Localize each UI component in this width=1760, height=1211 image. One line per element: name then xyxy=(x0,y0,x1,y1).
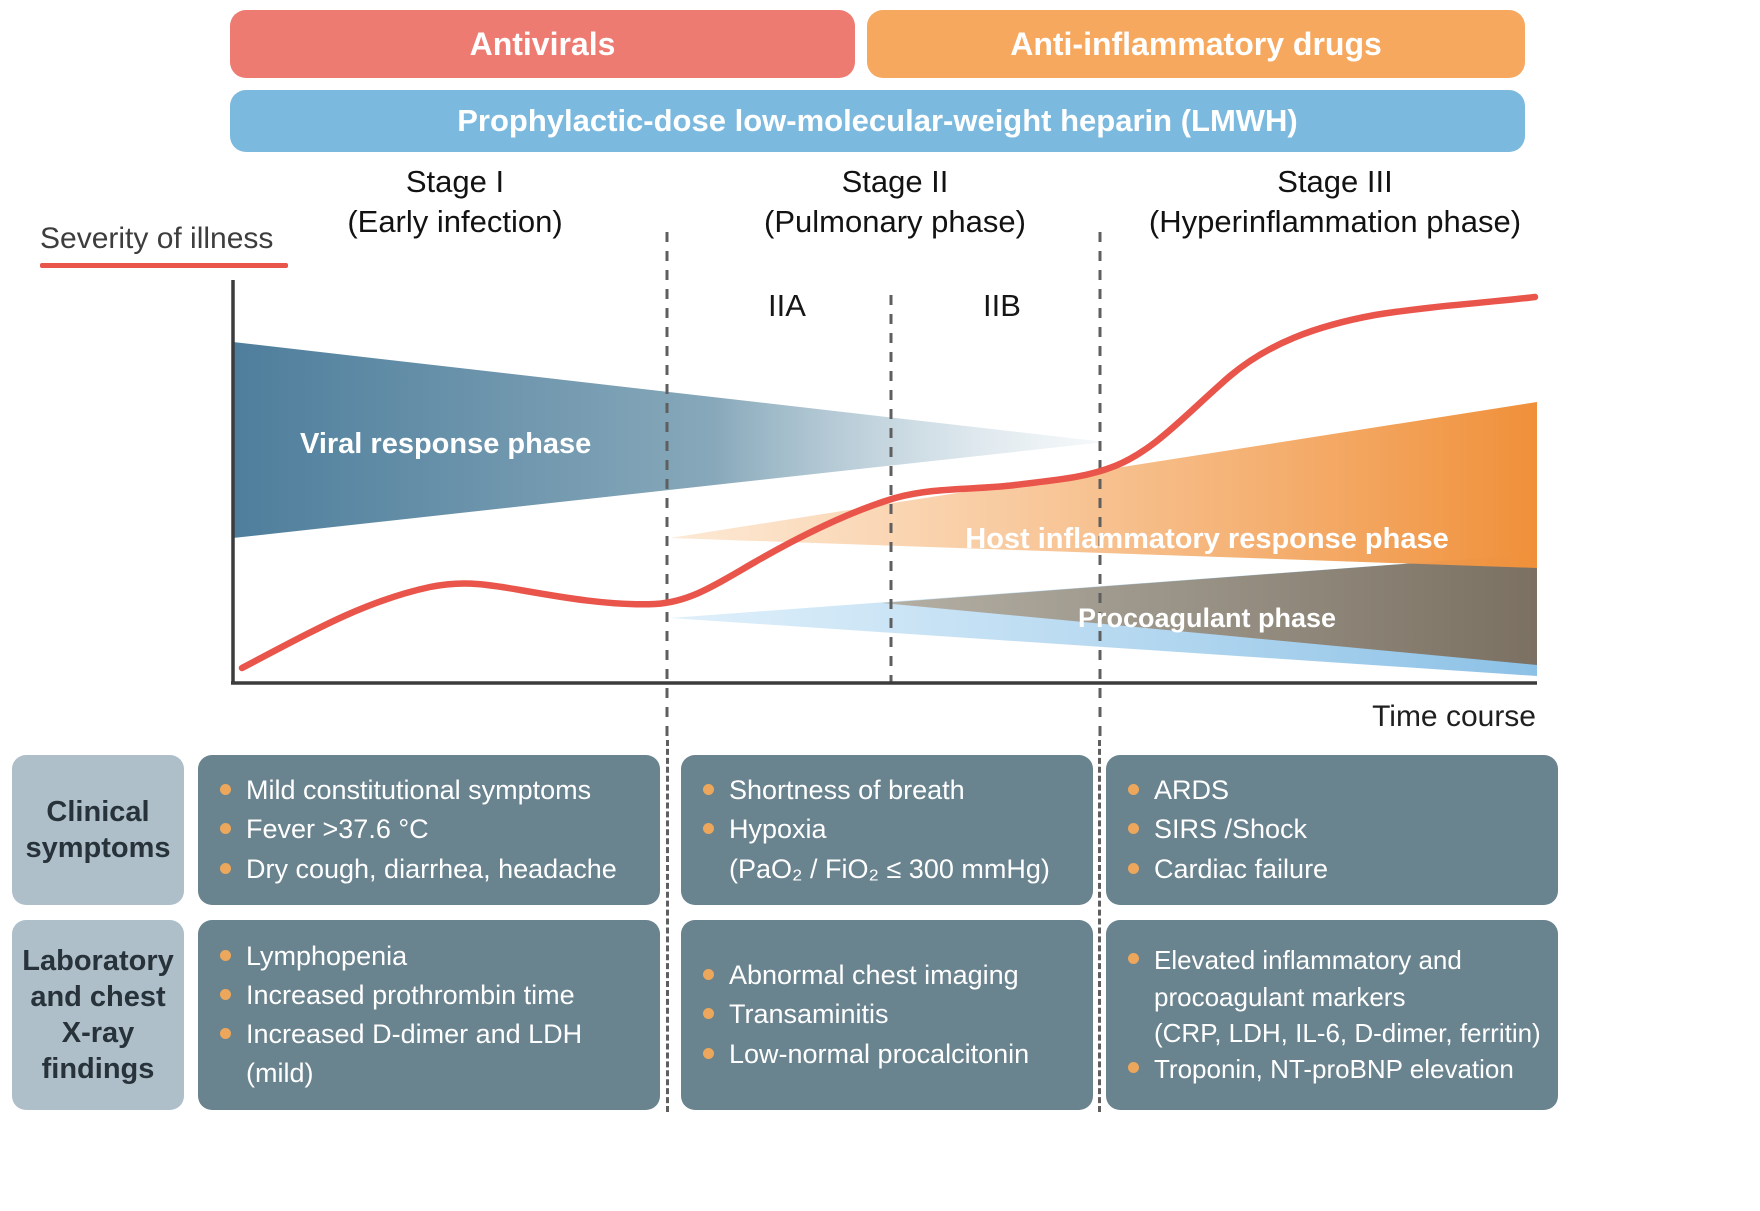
bullet-item: Lymphopenia xyxy=(218,937,646,976)
bullet-item: Dry cough, diarrhea, headache xyxy=(218,850,646,889)
bullet-text: Dry cough, diarrhea, headache xyxy=(246,853,617,884)
bullet-text: Troponin, NT-proBNP elevation xyxy=(1154,1054,1514,1085)
bullet-item: Cardiac failure xyxy=(1126,850,1544,889)
y-axis-label: Severity of illness xyxy=(40,222,274,255)
bullet-item: Hypoxia (PaO₂ / FiO₂ ≤ 300 mmHg) xyxy=(701,810,1079,888)
laboratory-stage1-cell: Lymphopenia Increased prothrombin time Inc… xyxy=(198,920,660,1110)
stage-3-header: Stage III (Hyperinflammation phase) xyxy=(1105,162,1565,241)
bullet-dot-icon xyxy=(1128,862,1139,874)
stage-2-header: Stage II (Pulmonary phase) xyxy=(705,162,1085,241)
severity-curve xyxy=(238,293,1539,672)
bullet-item: Shortness of breath xyxy=(701,771,1079,810)
procoagulant-overlap-wedge xyxy=(882,554,1537,665)
bullet-dot-icon xyxy=(220,949,231,961)
bullet-text: Abnormal chest imaging xyxy=(729,960,1019,991)
bullet-item: Fever >37.6 °C xyxy=(218,810,646,849)
stage-3-title: Stage III xyxy=(1277,164,1393,199)
clinical-symptoms-row-label: Clinical symptoms xyxy=(12,755,184,905)
bullet-text: Fever >37.6 °C xyxy=(246,814,429,845)
bullet-item: Troponin, NT-proBNP elevation xyxy=(1126,1051,1544,1087)
clinical-stage1-cell: Mild constitutional symptoms Fever >37.6 … xyxy=(198,755,660,905)
severity-chart: Viral response phase Host inflammatory r… xyxy=(231,232,1539,740)
anti-inflammatory-bar: Anti-inflammatory drugs xyxy=(867,10,1525,78)
bullet-text: Mild constitutional symptoms xyxy=(246,775,592,806)
bullet-dot-icon xyxy=(703,969,714,981)
stage-2-title: Stage II xyxy=(841,164,949,199)
bullet-dot-icon xyxy=(703,823,714,835)
clinical-stage2-cell: Shortness of breath Hypoxia (PaO₂ / FiO₂ … xyxy=(681,755,1093,905)
stage-3-subtitle: (Hyperinflammation phase) xyxy=(1148,203,1522,239)
bullet-item: Transaminitis xyxy=(701,995,1079,1034)
bullet-text: Low-normal procalcitonin xyxy=(729,1038,1030,1069)
bullet-item: Abnormal chest imaging xyxy=(701,956,1079,995)
bullet-dot-icon xyxy=(1128,1062,1139,1074)
bullet-text: Transaminitis xyxy=(729,999,889,1030)
bullet-item: Low-normal procalcitonin xyxy=(701,1035,1079,1074)
viral-phase-label: Viral response phase xyxy=(300,428,591,460)
bullet-dot-icon xyxy=(220,862,231,874)
clinical-stage3-cell: ARDS SIRS /Shock Cardiac failure xyxy=(1106,755,1558,905)
x-axis-label: Time course xyxy=(1372,700,1536,733)
procoagulant-phase-label: Procoagulant phase xyxy=(1078,603,1336,633)
bullet-item: Elevated inflammatory and procoagulant m… xyxy=(1126,942,1544,1051)
bullet-dot-icon xyxy=(220,823,231,835)
laboratory-stage2-cell: Abnormal chest imaging Transaminitis Low-n… xyxy=(681,920,1093,1110)
bullet-dot-icon xyxy=(703,784,714,796)
bullet-dot-icon xyxy=(220,988,231,1000)
heparin-bar: Prophylactic-dose low-molecular-weight h… xyxy=(230,90,1525,152)
bullet-item: Increased D-dimer and LDH (mild) xyxy=(218,1015,646,1093)
host-phase-label: Host inflammatory response phase xyxy=(965,523,1448,555)
stage-1-subtitle: (Early infection) xyxy=(347,203,563,239)
bullet-dot-icon xyxy=(703,1008,714,1020)
laboratory-findings-row-label: Laboratory and chest X-ray findings xyxy=(12,920,184,1110)
bullet-dot-icon xyxy=(1128,953,1139,965)
stage-1-title: Stage I xyxy=(405,164,505,199)
antivirals-bar: Antivirals xyxy=(230,10,855,78)
viral-response-wedge xyxy=(233,342,1105,538)
bullet-text: SIRS /Shock xyxy=(1154,814,1308,845)
substage-iib-label: IIB xyxy=(983,288,1021,323)
bullet-text: Lymphopenia xyxy=(246,940,408,971)
bullet-dot-icon xyxy=(220,1028,231,1039)
host-inflammatory-wedge xyxy=(670,402,1537,568)
y-axis-label-underline xyxy=(40,263,288,268)
bullet-item: ARDS xyxy=(1126,771,1544,810)
bullet-text: Cardiac failure xyxy=(1154,853,1329,884)
bullet-text: Increased D-dimer and LDH (mild) xyxy=(246,1019,583,1089)
bullet-dot-icon xyxy=(220,784,231,796)
stage-1-header: Stage I (Early infection) xyxy=(280,162,630,241)
bullet-text: Hypoxia (PaO₂ / FiO₂ ≤ 300 mmHg) xyxy=(729,814,1050,884)
bullet-dot-icon xyxy=(1128,823,1139,835)
substage-iia-label: IIA xyxy=(768,288,806,323)
bullet-text: ARDS xyxy=(1154,775,1230,806)
bullet-text: Elevated inflammatory and procoagulant m… xyxy=(1154,945,1541,1048)
bullet-item: Mild constitutional symptoms xyxy=(218,771,646,810)
bullet-item: SIRS /Shock xyxy=(1126,810,1544,849)
bullet-text: Shortness of breath xyxy=(729,775,965,806)
bullet-item: Increased prothrombin time xyxy=(218,976,646,1015)
bullet-text: Increased prothrombin time xyxy=(246,979,575,1010)
stage1-2-divider-lower xyxy=(666,740,669,1112)
bullet-dot-icon xyxy=(703,1047,714,1059)
bullet-dot-icon xyxy=(1128,784,1139,796)
laboratory-stage3-cell: Elevated inflammatory and procoagulant m… xyxy=(1106,920,1558,1110)
stage2-3-divider-lower xyxy=(1098,740,1101,1112)
stage-2-subtitle: (Pulmonary phase) xyxy=(764,203,1026,239)
